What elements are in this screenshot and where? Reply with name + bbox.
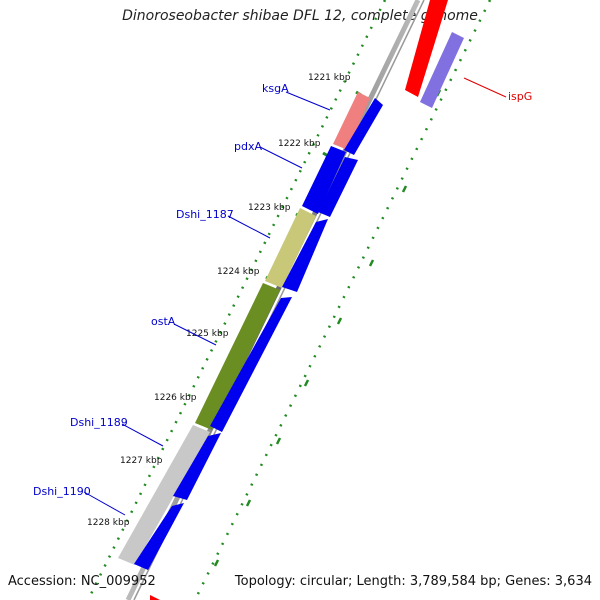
cds-2 (318, 157, 358, 217)
kbp-label-1226: 1226 kbp (154, 393, 197, 403)
genome-summary-text: Topology: circular; Length: 3,789,584 bp… (234, 574, 592, 589)
ispG-leader (463, 77, 507, 98)
cds-4 (210, 297, 292, 432)
ruler-dots-right (193, 0, 492, 600)
gene-labels: ksgA pdxA Dshi_1187 ostA Dshi_1189 Dshi_… (33, 82, 532, 498)
cds-1 (344, 98, 383, 155)
kbp-label-1225: 1225 kbp (186, 329, 229, 339)
kbp-labels: 1221 kbp 1222 kbp 1223 kbp 1224 kbp 1225… (87, 73, 351, 528)
gene-label-Dshi_1190: Dshi_1190 (33, 485, 91, 498)
kbp-label-1228: 1228 kbp (87, 518, 130, 528)
gene-label-Dshi_1187: Dshi_1187 (176, 208, 234, 221)
cds-5 (173, 433, 221, 500)
kbp-label-1227: 1227 kbp (120, 456, 163, 466)
ruler-dots-left (86, 0, 387, 600)
gene-ksgA (333, 92, 370, 150)
kbp-label-1224: 1224 kbp (217, 267, 260, 277)
gene-label-ostA: ostA (151, 315, 176, 328)
outer-ring-genes (118, 0, 464, 600)
cds-6 (134, 503, 184, 570)
cds-3 (282, 219, 328, 292)
gene-label-ispG: ispG (508, 90, 532, 103)
gene-Dshi_1189 (118, 425, 210, 565)
gene-label-Dshi_1189: Dshi_1189 (70, 416, 128, 429)
gene-bottom-red (150, 595, 160, 600)
gene-Dshi_1187 (265, 208, 316, 288)
gene-ostA (195, 283, 280, 430)
gene-top-red (405, 0, 448, 97)
gene-label-leaders (83, 91, 331, 516)
kbp-label-1221: 1221 kbp (308, 73, 351, 83)
kbp-label-1222: 1222 kbp (278, 139, 321, 149)
map-title: Dinoroseobacter shibae DFL 12, complete … (122, 8, 478, 24)
kbp-label-1223: 1223 kbp (248, 203, 291, 213)
accession-text: Accession: NC_009952 (8, 574, 156, 589)
gene-label-pdxA: pdxA (234, 140, 262, 153)
gene-pdxA (302, 146, 346, 214)
gene-label-ksgA: ksgA (262, 82, 289, 95)
inner-ring-genes (134, 98, 383, 570)
gene-ispG (420, 32, 464, 108)
